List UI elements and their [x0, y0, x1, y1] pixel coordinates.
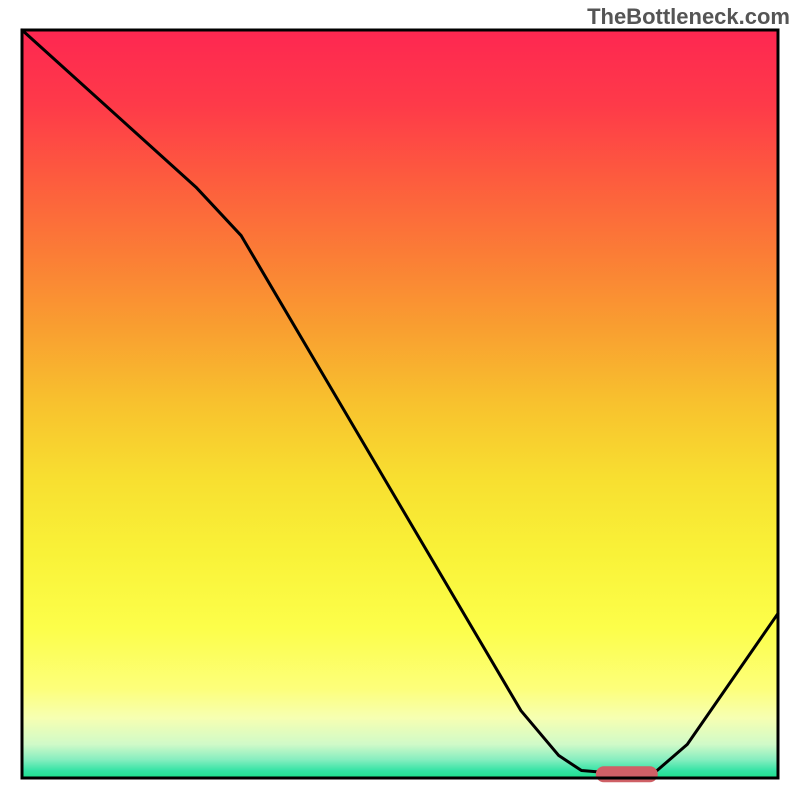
bottleneck-chart — [0, 0, 800, 800]
plot-background — [22, 30, 778, 778]
optimal-marker — [596, 766, 658, 782]
watermark-label: TheBottleneck.com — [587, 4, 790, 30]
chart-container: { "meta": { "watermark_text": "TheBottle… — [0, 0, 800, 800]
